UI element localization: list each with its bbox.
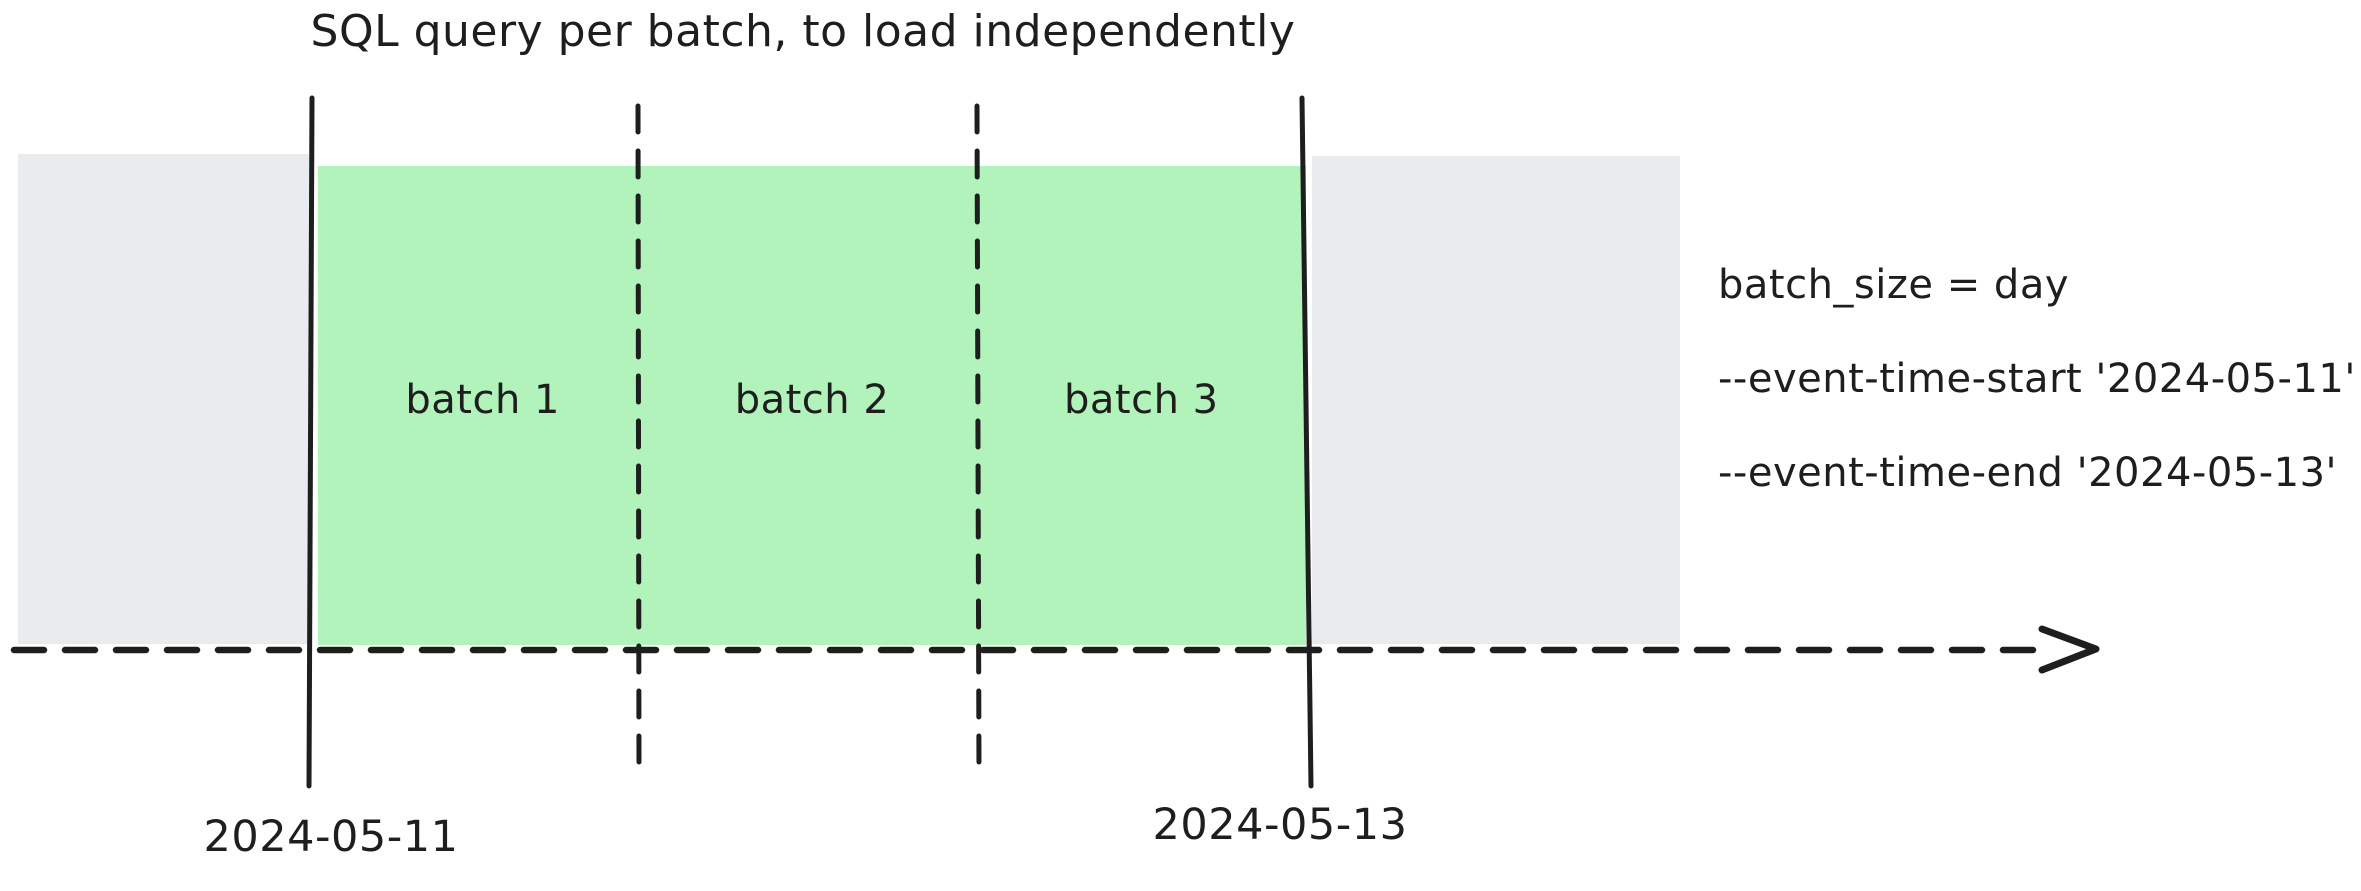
- end-date-label: 2024-05-13: [1152, 800, 1408, 850]
- diagram-title: SQL query per batch, to load independent…: [310, 6, 1296, 57]
- batch-3-label: batch 3: [1064, 376, 1219, 423]
- batch-size-annotation: batch_size = day: [1718, 262, 2070, 308]
- batch-3-region: batch 3: [977, 166, 1306, 645]
- start-date-label: 2024-05-11: [203, 812, 459, 862]
- batch-range-region: batch 1 batch 2 batch 3: [318, 166, 1306, 645]
- event-time-end-annotation: --event-time-end '2024-05-13': [1718, 450, 2338, 496]
- out-of-range-region-right: [1312, 156, 1680, 644]
- annotation-block: batch_size = day --event-time-start '202…: [1718, 262, 2356, 496]
- timeline-arrowhead-icon: [2038, 625, 2100, 674]
- out-of-range-region-left: [18, 154, 309, 644]
- batch-2-region: batch 2: [647, 166, 976, 645]
- batch-1-label: batch 1: [405, 376, 560, 423]
- batch-1-region: batch 1: [318, 166, 647, 645]
- batch-2-label: batch 2: [734, 376, 890, 423]
- start-boundary-line: [306, 95, 315, 789]
- event-time-start-annotation: --event-time-start '2024-05-11': [1718, 356, 2356, 402]
